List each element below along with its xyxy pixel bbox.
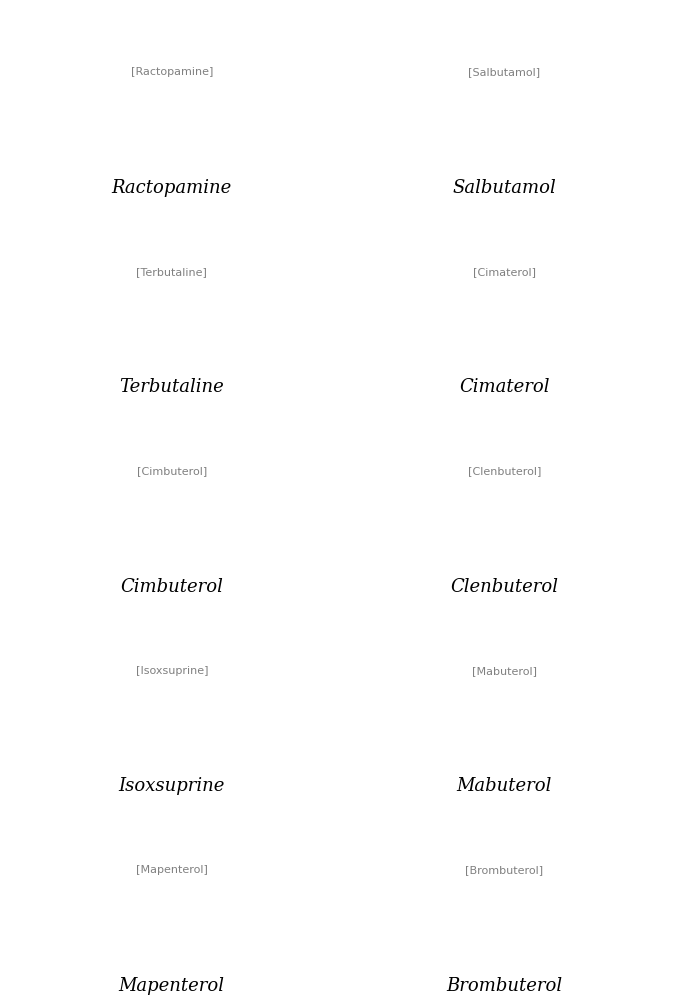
- Text: [Clenbuterol]: [Clenbuterol]: [468, 466, 541, 476]
- Text: Brombuterol: Brombuterol: [446, 977, 562, 995]
- Text: [Brombuterol]: [Brombuterol]: [465, 865, 544, 875]
- Text: Mabuterol: Mabuterol: [456, 777, 552, 795]
- Text: Clenbuterol: Clenbuterol: [450, 578, 558, 596]
- Text: [Terbutaline]: [Terbutaline]: [137, 267, 208, 277]
- Text: [Salbutamol]: [Salbutamol]: [468, 67, 540, 77]
- Text: Salbutamol: Salbutamol: [452, 179, 556, 197]
- Text: [Cimaterol]: [Cimaterol]: [473, 267, 535, 277]
- Text: [Cimbuterol]: [Cimbuterol]: [137, 466, 207, 476]
- Text: [Mabuterol]: [Mabuterol]: [472, 666, 537, 676]
- Text: Isoxsuprine: Isoxsuprine: [118, 777, 225, 795]
- Text: Mapenterol: Mapenterol: [119, 977, 225, 995]
- Text: Ractopamine: Ractopamine: [112, 179, 232, 197]
- Text: Cimbuterol: Cimbuterol: [120, 578, 223, 596]
- Text: [Mapenterol]: [Mapenterol]: [136, 865, 208, 875]
- Text: Cimaterol: Cimaterol: [459, 378, 550, 396]
- Text: [Ractopamine]: [Ractopamine]: [130, 67, 213, 77]
- Text: [Isoxsuprine]: [Isoxsuprine]: [135, 666, 208, 676]
- Text: Terbutaline: Terbutaline: [120, 378, 224, 396]
